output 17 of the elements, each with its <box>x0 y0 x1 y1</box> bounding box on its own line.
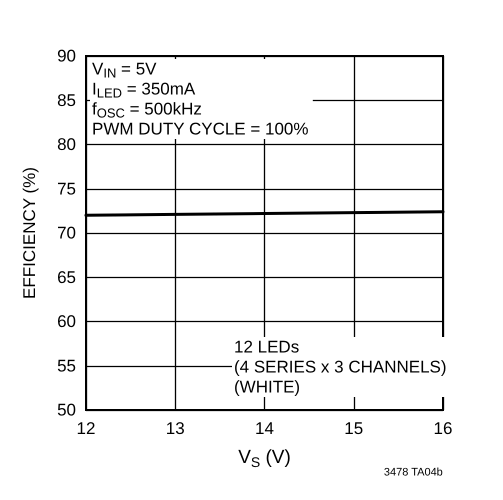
y-axis-title: EFFICIENCY (%) <box>20 167 39 299</box>
y-tick-label: 85 <box>57 90 76 110</box>
y-tick-label: 80 <box>57 135 76 154</box>
x-tick-label: 15 <box>344 419 364 438</box>
y-tick-label: 75 <box>57 179 76 198</box>
y-tick-label: 55 <box>57 356 76 376</box>
x-tick-label: 12 <box>76 419 96 438</box>
x-tick-label: 13 <box>166 419 185 438</box>
y-tick-label: 70 <box>57 224 76 242</box>
y-tick-label: 65 <box>57 268 76 287</box>
y-tick-label: 60 <box>57 312 76 331</box>
y-tick-label: 90 <box>57 46 76 66</box>
text: 3478 TA04b <box>384 466 443 478</box>
annotation: 12 LEDs (4 SERIES x 3 CHANNELS) (WHITE) <box>234 338 447 396</box>
x-tick-label: 14 <box>255 419 274 438</box>
x-tick-label: 16 <box>434 419 452 438</box>
y-tick-label: 50 <box>57 400 76 420</box>
